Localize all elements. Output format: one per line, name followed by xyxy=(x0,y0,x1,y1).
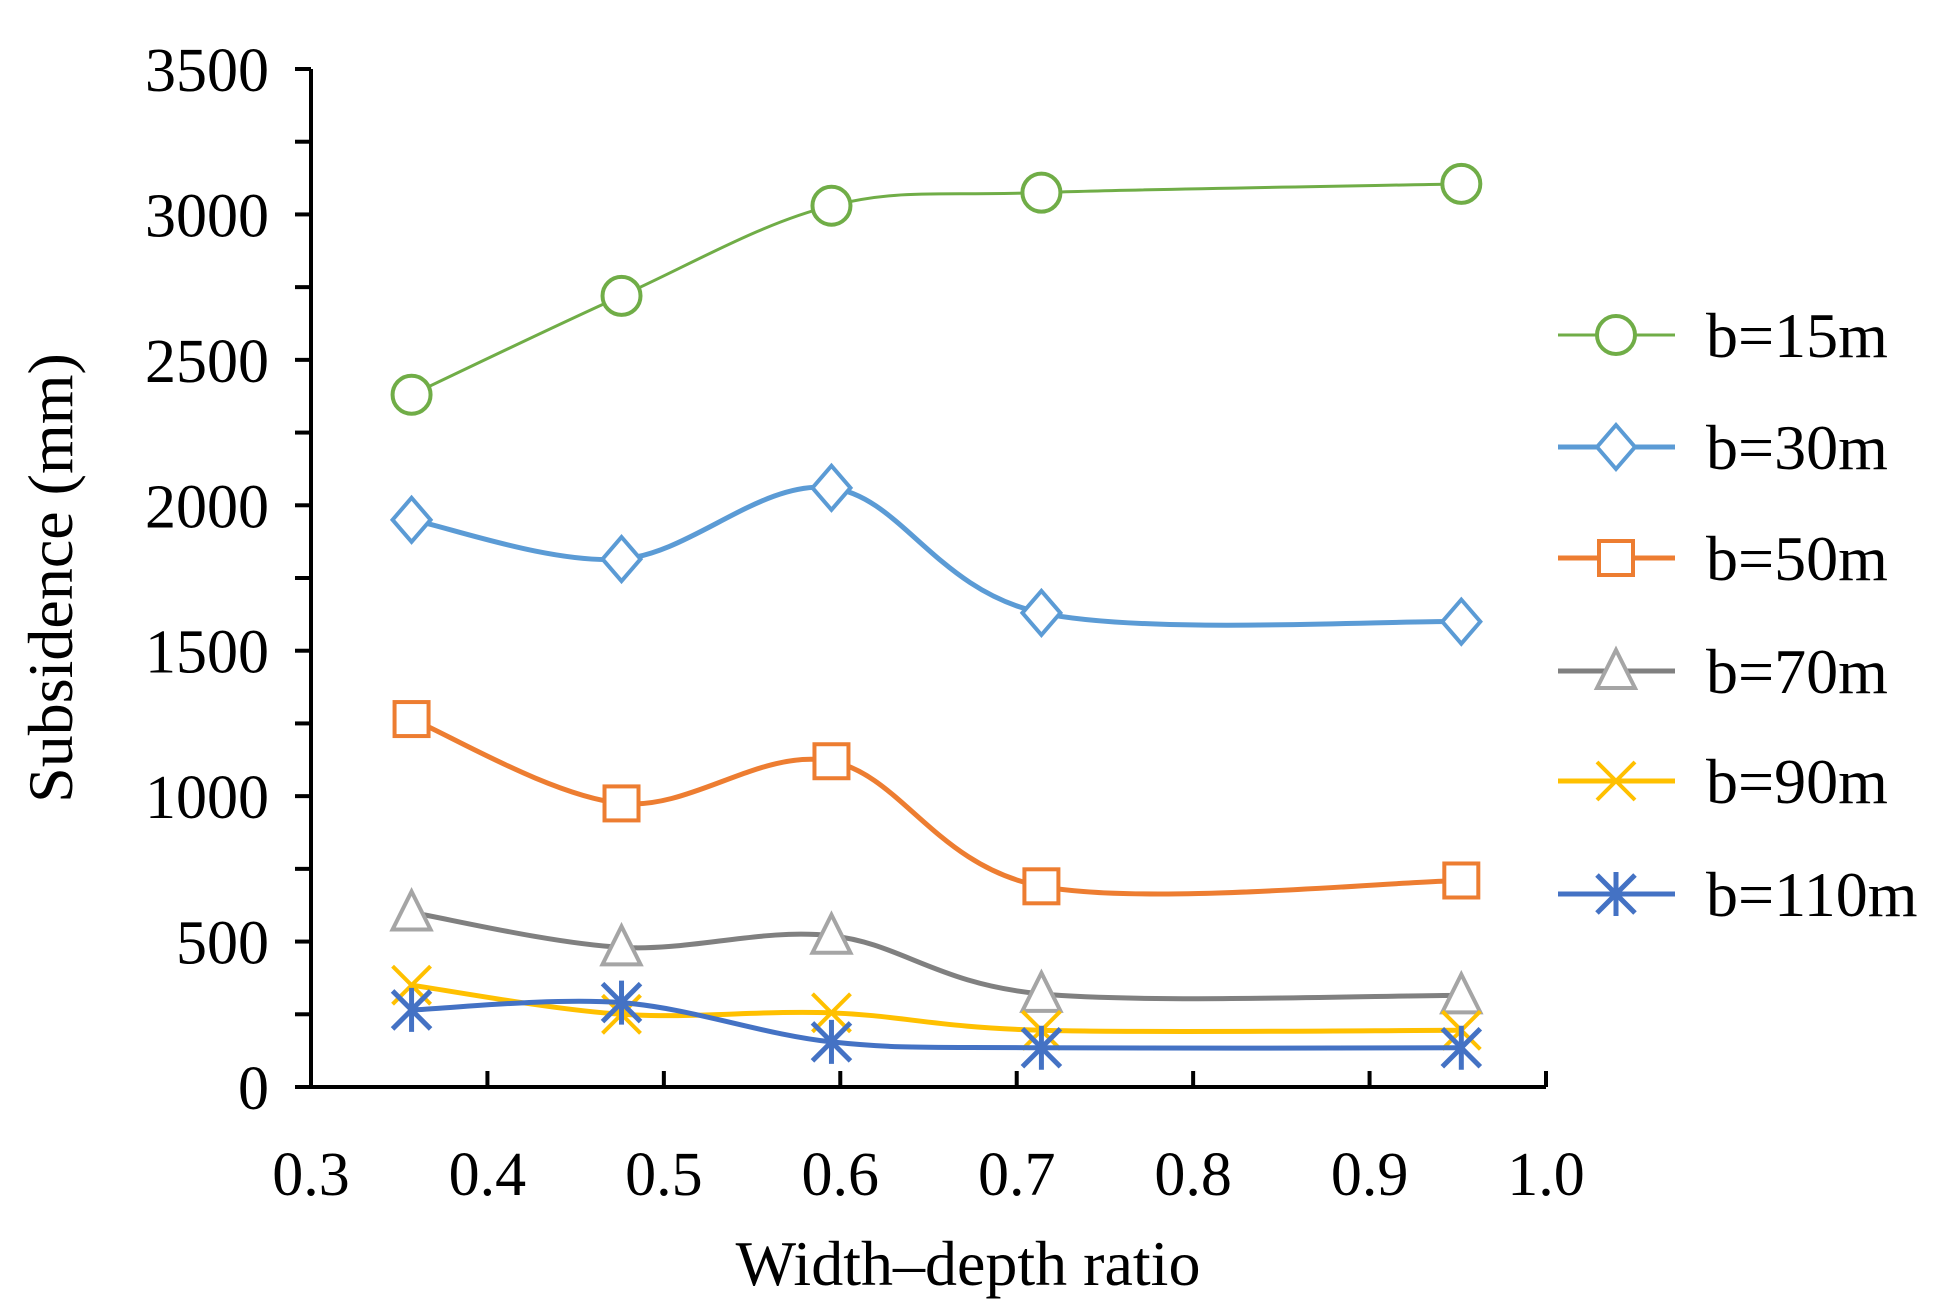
legend-item: b=15m xyxy=(1558,300,1888,371)
star-marker xyxy=(390,987,433,1032)
triangle-marker xyxy=(389,887,434,932)
star-marker xyxy=(810,1019,853,1064)
series-b-90m xyxy=(391,964,1482,1051)
x-marker-stroke xyxy=(1595,760,1637,802)
x-axis-title: Width–depth ratio xyxy=(736,1228,1201,1299)
series-b-15m xyxy=(390,162,1483,416)
y-tick-label: 3500 xyxy=(145,37,269,105)
series-layer xyxy=(389,162,1484,1070)
triangle-marker xyxy=(1439,969,1484,1015)
square-marker xyxy=(1597,539,1635,577)
diamond-marker xyxy=(1439,596,1483,647)
triangle-marker xyxy=(1019,968,1064,1013)
legend-label: b=30m xyxy=(1706,412,1888,483)
diamond-marker xyxy=(599,534,644,585)
legend-item: b=50m xyxy=(1558,523,1888,594)
y-axis-title: Subsidence (mm) xyxy=(15,353,86,803)
triangle-marker xyxy=(1593,645,1639,690)
diamond-marker xyxy=(1594,421,1638,473)
star-marker xyxy=(1440,1025,1483,1070)
legend: b=15m b=30m b=50m b=70m b=90m b=110m xyxy=(1558,300,1918,930)
y-tick-label: 1000 xyxy=(145,764,269,832)
star-marker xyxy=(1020,1025,1063,1070)
circle-marker xyxy=(1020,171,1063,214)
series-b-110m xyxy=(390,980,1483,1070)
triangle-marker xyxy=(809,910,854,955)
series-b-50m xyxy=(392,700,1481,906)
y-tick-label: 2000 xyxy=(145,473,269,541)
legend-label: b=70m xyxy=(1706,636,1888,707)
legend-item: b=90m xyxy=(1558,746,1888,817)
square-marker xyxy=(1022,867,1061,906)
series-b-70m xyxy=(389,887,1484,1015)
square-marker xyxy=(392,700,431,739)
x-tick-label: 0.7 xyxy=(978,1141,1056,1209)
series-line xyxy=(411,484,1462,628)
y-tick-label: 0 xyxy=(238,1055,269,1123)
x-tick-label: 0.5 xyxy=(625,1141,703,1209)
circle-marker xyxy=(1440,162,1483,205)
x-tick-label: 0.8 xyxy=(1154,1141,1232,1209)
triangle-marker xyxy=(599,921,644,967)
legend-item: b=30m xyxy=(1558,412,1888,483)
x-tick-label: 0.3 xyxy=(272,1141,350,1209)
series-line xyxy=(410,182,1462,397)
x-marker xyxy=(811,992,852,1034)
series-line xyxy=(410,716,1462,897)
y-tick-label: 1500 xyxy=(145,619,269,687)
square-marker xyxy=(602,784,641,823)
diamond-marker xyxy=(389,494,434,545)
circle-marker xyxy=(390,373,433,416)
series-line xyxy=(411,982,1462,1035)
y-tick-label: 3000 xyxy=(145,182,269,250)
legend-label: b=110m xyxy=(1706,859,1918,930)
legend-label: b=50m xyxy=(1706,523,1888,594)
circle-marker xyxy=(1595,314,1637,356)
y-tick-label: 2500 xyxy=(145,328,269,396)
diamond-marker xyxy=(809,462,854,513)
legend-item: b=70m xyxy=(1558,636,1888,707)
x-tick-label: 1.0 xyxy=(1507,1141,1585,1209)
star-marker xyxy=(600,980,643,1025)
axes-layer: 0 500 1000 1500 2000 2500 3000 3500 0.3 0.4 0.5 0.6… xyxy=(145,37,1585,1209)
y-tick-label: 500 xyxy=(176,910,269,978)
series-line xyxy=(411,998,1462,1051)
series-b-30m xyxy=(389,462,1483,647)
x-tick-label: 0.6 xyxy=(802,1141,880,1209)
circle-marker xyxy=(810,184,853,227)
star-marker xyxy=(1595,872,1637,916)
x-tick-label: 0.9 xyxy=(1331,1141,1409,1209)
square-marker xyxy=(812,742,851,781)
circle-marker xyxy=(600,274,643,317)
x-marker-stroke xyxy=(811,992,852,1034)
legend-label: b=15m xyxy=(1706,300,1888,371)
legend-label: b=90m xyxy=(1706,746,1888,817)
legend-item: b=110m xyxy=(1558,859,1918,930)
x-marker xyxy=(1595,760,1637,802)
x-tick-label: 0.4 xyxy=(449,1141,527,1209)
series-line xyxy=(411,910,1462,1002)
square-marker xyxy=(1442,861,1481,900)
diamond-marker xyxy=(1019,587,1064,638)
